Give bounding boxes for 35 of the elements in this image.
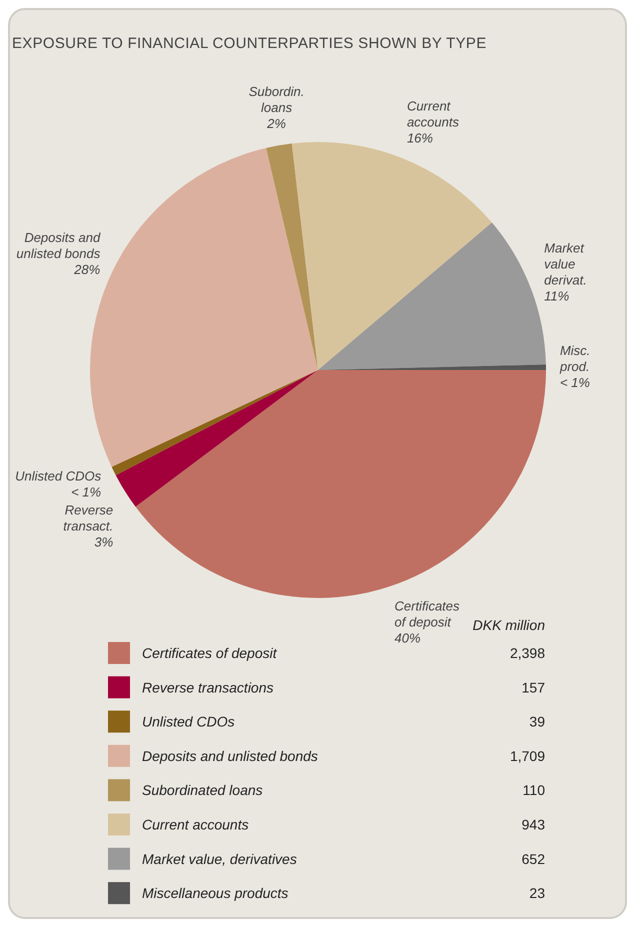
legend-label: Current accounts <box>142 816 249 832</box>
data-label: 39 <box>529 714 546 730</box>
pie-slice <box>136 370 546 598</box>
legend-label: Deposits and unlisted bonds <box>142 748 318 764</box>
data-label: 157 <box>522 679 546 696</box>
legend-label: Unlisted CDOs <box>142 714 235 730</box>
slice-label: Certificates of deposit <box>394 598 460 630</box>
legend-label: Reverse transactions <box>142 679 274 696</box>
text: Misc. prod. < 1% <box>560 342 590 390</box>
pie-slice <box>292 142 492 370</box>
text: < 1% <box>71 484 102 500</box>
data-label: 943 <box>522 816 546 832</box>
text: Reverse transact. 3% <box>63 502 114 550</box>
slice-label: Current accounts <box>406 98 460 130</box>
pie-slice <box>116 370 318 507</box>
text: Subordin. loans 2% <box>248 84 304 131</box>
data-label: 2,398 <box>510 645 546 661</box>
slice-label: Unlisted CDOs <box>15 468 102 484</box>
legend-label: Subordinated loans <box>142 782 263 798</box>
text: 16% <box>406 130 433 146</box>
pie-slice <box>266 144 318 370</box>
text: 40% <box>394 630 421 646</box>
text: Market value derivat. 11% <box>544 240 587 304</box>
legend-title: DKK million <box>472 617 546 633</box>
legend-label: Certificates of deposit <box>142 645 278 661</box>
data-label: 652 <box>522 850 546 867</box>
data-label: 110 <box>522 782 546 798</box>
data-label: 23 <box>529 885 546 902</box>
legend-label: Market value, derivatives <box>142 850 297 867</box>
pie-slice <box>318 222 546 370</box>
data-label: 1,709 <box>510 748 546 764</box>
chart-title: EXPOSURE TO FINANCIAL COUNTERPARTIES SHOWN BY TYPE <box>12 35 487 52</box>
legend-label: Miscellaneous products <box>142 885 288 902</box>
text: 28% <box>74 262 100 278</box>
slice-label: Deposits and unlisted bonds <box>16 230 101 262</box>
